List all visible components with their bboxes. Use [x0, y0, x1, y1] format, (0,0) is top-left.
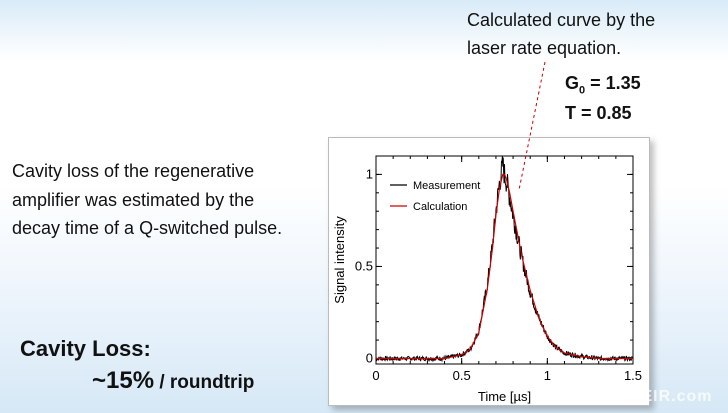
y-axis-label: Signal intensity [332, 216, 347, 304]
watermark-text: OEIR.com [628, 388, 713, 405]
x-tick-label-0: 0 [372, 368, 379, 383]
gain-value: = 1.35 [585, 73, 641, 93]
transmission-parameter: T = 0.85 [565, 102, 632, 123]
x-tick-label-1: 0.5 [453, 368, 471, 383]
cavity-loss-value: ~15% / roundtrip [92, 367, 254, 395]
x-axis-label: Time [µs] [478, 389, 531, 404]
calculated-curve-annotation: Calculated curve by the laser rate equat… [467, 6, 655, 62]
x-tick-label-2: 1 [544, 368, 551, 383]
series-line-calculation [376, 173, 633, 360]
annotation-pointer-line [518, 61, 546, 191]
y-tick-label-2: 1 [366, 166, 373, 181]
description-text: Cavity loss of the regenerative amplifie… [12, 157, 282, 243]
pulse-chart: 0 0.5 1 1.5 0 0.5 1 Time [µs] Signal intensity Me… [332, 155, 642, 404]
legend-label-calculation: Calculation [413, 201, 467, 213]
loss-unit: / roundtrip [154, 372, 255, 393]
cavity-loss-title: Cavity Loss: [20, 336, 151, 361]
legend-label-measurement: Measurement [413, 180, 480, 192]
description-line-1: Cavity loss of the regenerative [12, 161, 255, 181]
y-tick-label-1: 0.5 [355, 258, 373, 273]
model-parameters: G0 = 1.35 T = 0.85 [565, 72, 641, 124]
description-line-3: decay time of a Q-switched pulse. [12, 218, 283, 238]
plot-area [375, 155, 634, 365]
annotation-line-2: laser rate equation. [467, 38, 622, 58]
loss-percent: ~15% [92, 367, 155, 394]
header-band [0, 0, 728, 60]
gain-subscript: 0 [579, 84, 586, 97]
gain-parameter: G0 = 1.35 [565, 72, 641, 102]
chart-panel: 0 0.5 1 1.5 0 0.5 1 Time [µs] Signal intensity Me… [328, 137, 650, 406]
annotation-line-1: Calculated curve by the [467, 10, 656, 30]
description-line-2: amplifier was estimated by the [12, 189, 255, 210]
gain-symbol: G [565, 73, 580, 93]
y-tick-label-0: 0 [366, 350, 373, 365]
x-tick-label-3: 1.5 [624, 368, 642, 383]
